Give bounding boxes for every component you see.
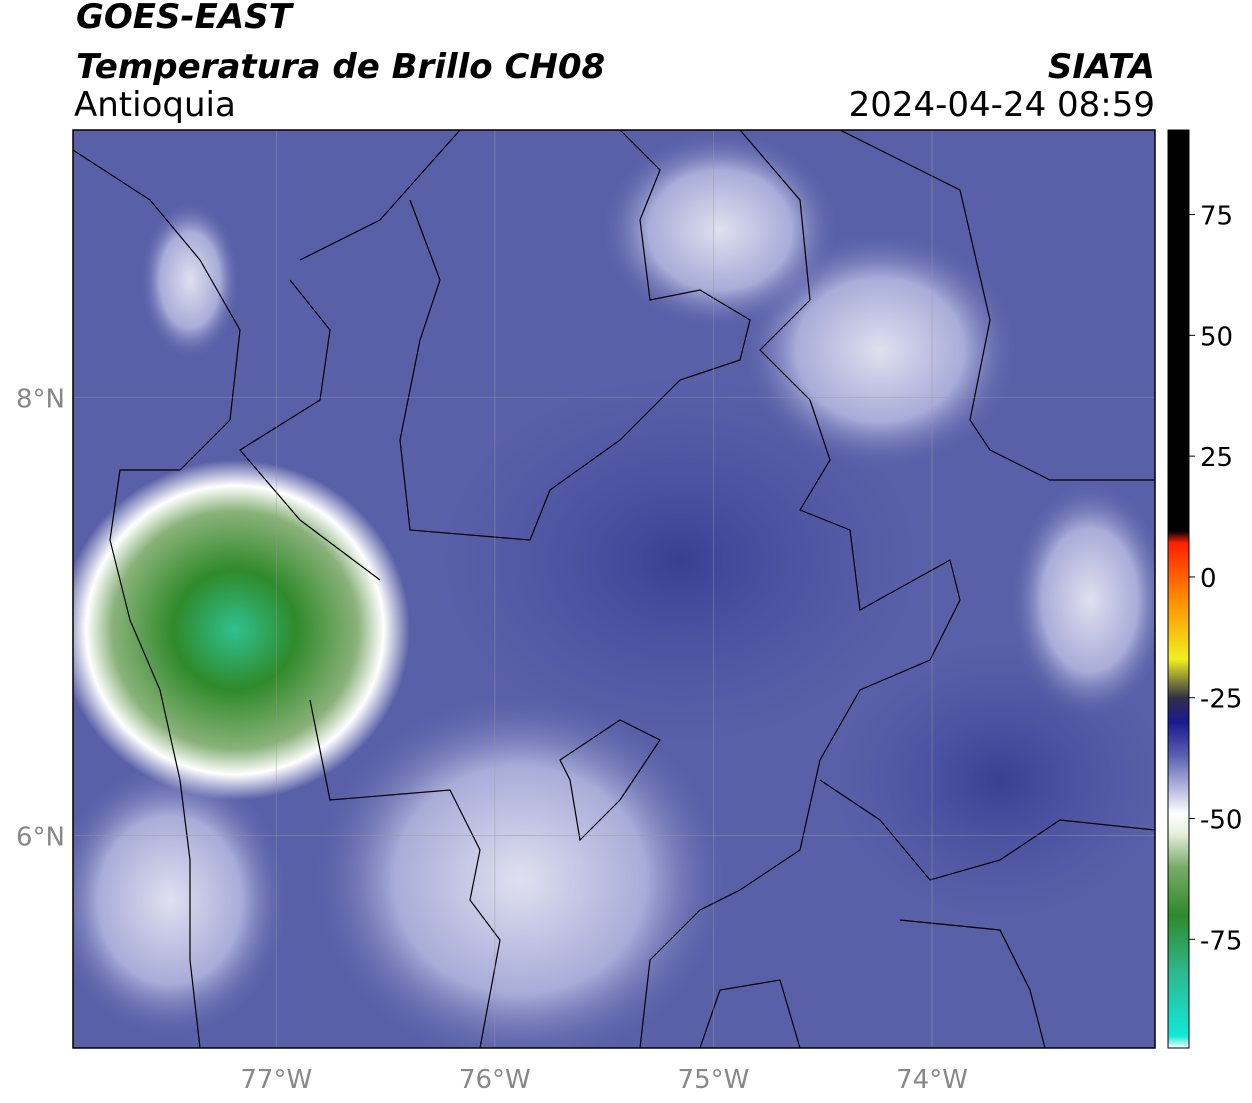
colorbar-tick-label: 50: [1200, 322, 1233, 352]
x-tick-label: 77°W: [240, 1065, 312, 1095]
colorbar-tick-label: -50: [1200, 806, 1242, 836]
map-image: [73, 130, 1155, 1048]
colorbar-tick-label: -25: [1200, 685, 1242, 715]
colorbar-tick-label: 25: [1200, 443, 1233, 473]
colorbar-tick-label: -75: [1200, 926, 1242, 956]
y-tick-label: 6°N: [16, 822, 65, 852]
subtitle: Temperatura de Brillo CH08: [76, 47, 605, 87]
x-tick-label: 74°W: [896, 1065, 968, 1095]
region: Antioquia: [74, 85, 236, 125]
source: SIATA: [1048, 47, 1155, 87]
colorbar-tick-label: 75: [1200, 202, 1233, 232]
x-tick-label: 75°W: [678, 1065, 750, 1095]
datetime: 2024-04-24 08:59: [849, 85, 1155, 125]
colorbar-tick-label: 0: [1200, 564, 1217, 594]
colorbar: [1167, 129, 1190, 1049]
title: GOES-EAST: [76, 0, 295, 37]
y-tick-label: 8°N: [16, 384, 65, 414]
x-tick-label: 76°W: [459, 1065, 531, 1095]
map-frame: [72, 129, 1156, 1049]
